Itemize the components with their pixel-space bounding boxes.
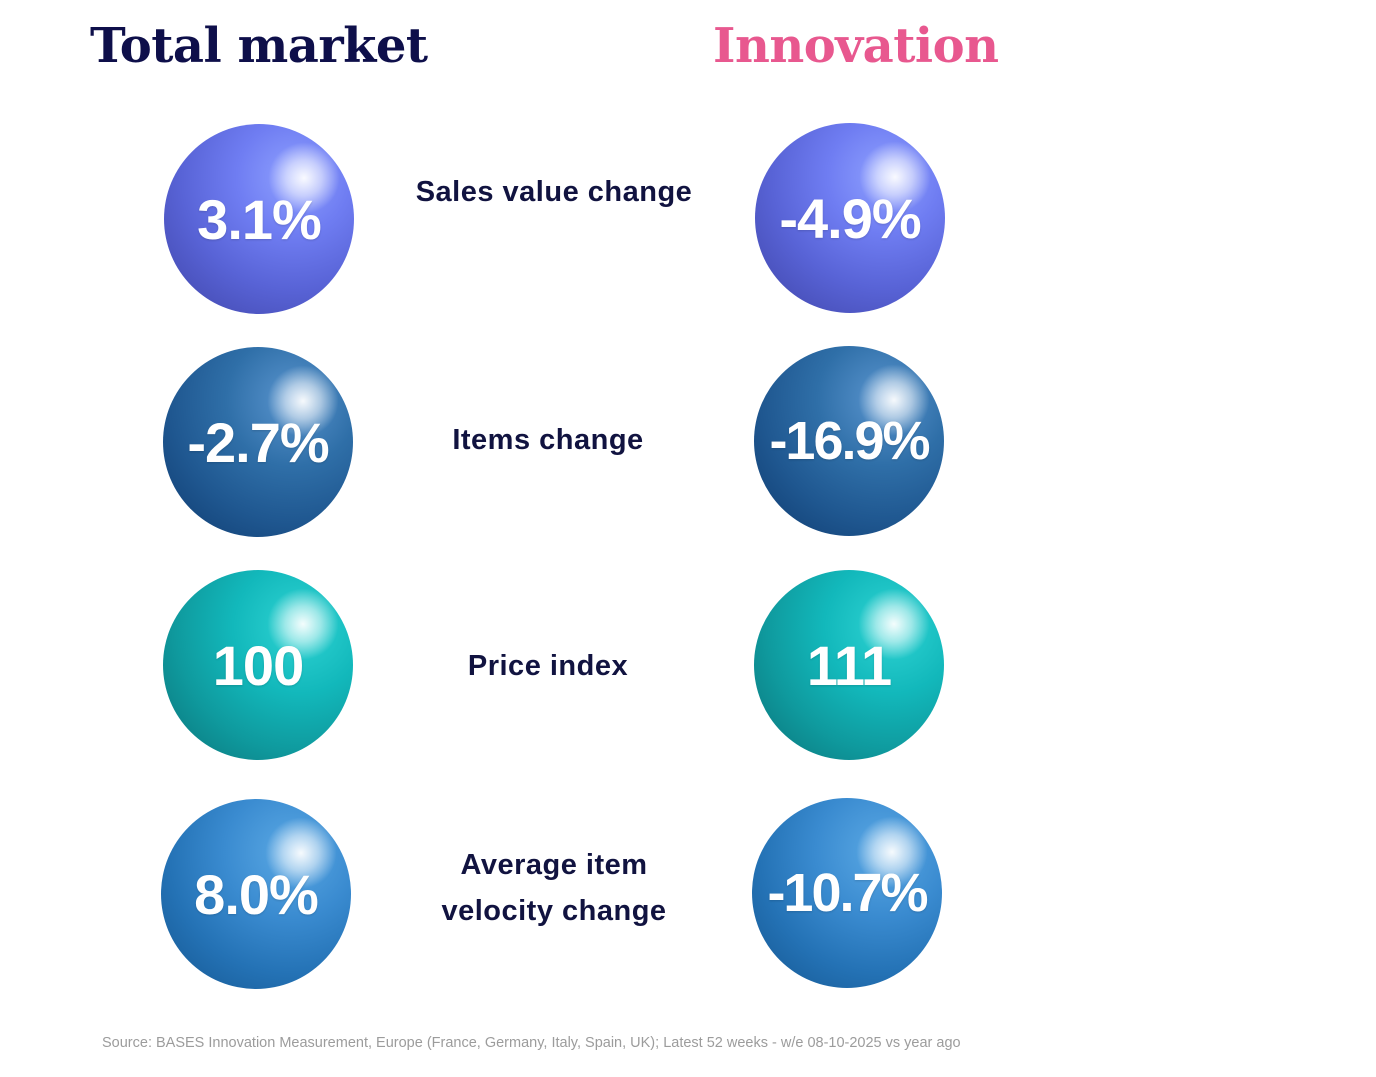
total-market-sales-value: 3.1% xyxy=(197,187,322,251)
metric-label-price-index: Price index xyxy=(467,650,629,682)
metric-label-sales-value-change: Sales value change xyxy=(415,176,693,208)
innovation-sales-value: -4.9% xyxy=(779,186,921,250)
total-market-price-index-value: 100 xyxy=(212,633,304,697)
total-market-velocity-sphere: 8.0% xyxy=(161,799,351,989)
total-market-price-index-sphere: 100 xyxy=(163,570,353,760)
innovation-items-sphere: -16.9% xyxy=(754,346,944,536)
source-footnote: Source: BASES Innovation Measurement, Eu… xyxy=(102,1035,961,1051)
total-market-velocity-value: 8.0% xyxy=(194,862,319,926)
metric-label-average-item-velocity-change: Average item velocity change xyxy=(441,849,667,927)
innovation-sales-value-sphere: -4.9% xyxy=(755,123,945,313)
metric-label-items-change: Items change xyxy=(452,424,644,456)
total-market-sales-value-sphere: 3.1% xyxy=(164,124,354,314)
innovation-velocity-sphere: -10.7% xyxy=(752,798,942,988)
innovation-title: Innovation xyxy=(713,18,999,74)
total-market-items-sphere: -2.7% xyxy=(163,347,353,537)
total-market-title: Total market xyxy=(90,18,428,74)
innovation-items-value: -16.9% xyxy=(769,411,930,471)
total-market-items-value: -2.7% xyxy=(187,410,329,474)
innovation-price-index-value: 111 xyxy=(806,633,892,697)
innovation-velocity-value: -10.7% xyxy=(767,863,928,923)
innovation-price-index-sphere: 111 xyxy=(754,570,944,760)
